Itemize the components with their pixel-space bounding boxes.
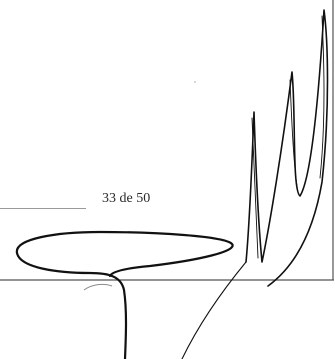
footer-rule (0, 208, 86, 209)
page-number: 33 de 50 (102, 191, 151, 206)
